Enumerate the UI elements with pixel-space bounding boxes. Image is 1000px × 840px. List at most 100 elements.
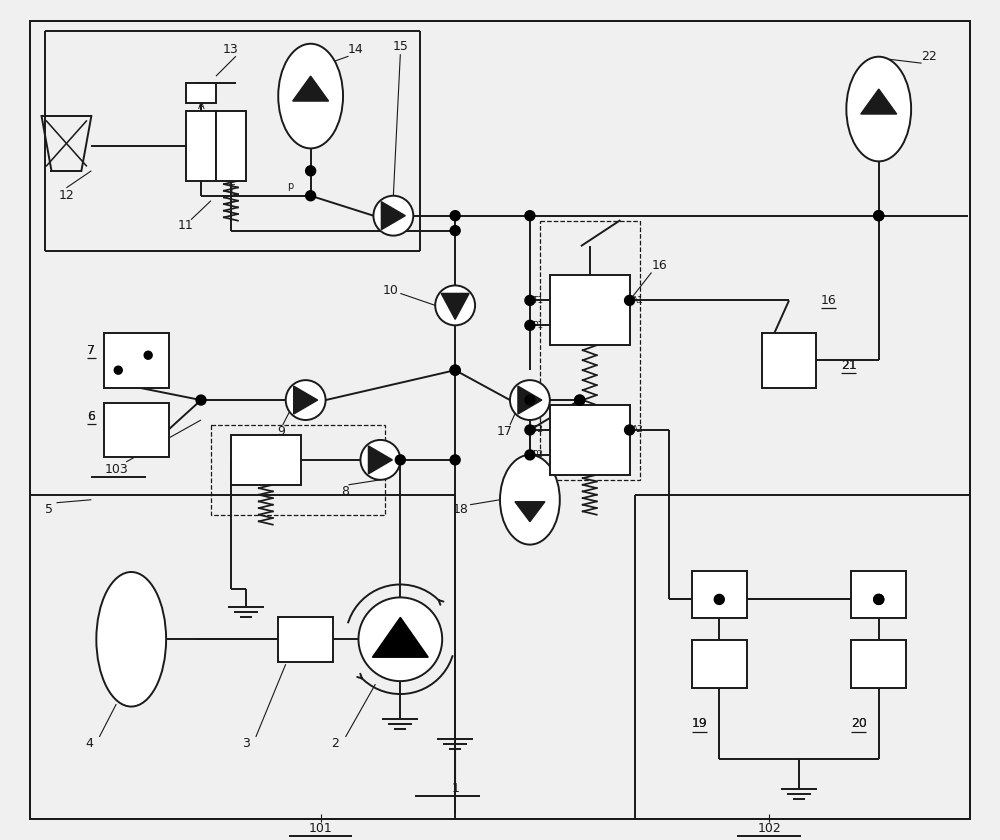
Circle shape: [196, 395, 206, 405]
Text: 2: 2: [332, 738, 339, 750]
Ellipse shape: [96, 572, 166, 706]
Bar: [851, 640, 906, 688]
Circle shape: [435, 286, 475, 325]
Circle shape: [575, 395, 585, 405]
Circle shape: [360, 440, 400, 480]
Polygon shape: [381, 202, 405, 229]
Text: 16: 16: [821, 294, 837, 307]
Bar: [851, 570, 906, 618]
Bar: [540, 221, 640, 480]
Bar: [231, 435, 301, 485]
Text: 22: 22: [921, 50, 936, 63]
Circle shape: [575, 395, 585, 405]
Text: 103: 103: [104, 464, 128, 476]
Bar: [278, 617, 333, 662]
Circle shape: [525, 296, 535, 306]
Ellipse shape: [278, 44, 343, 149]
Circle shape: [625, 425, 635, 435]
Text: 21: 21: [841, 359, 857, 371]
Text: 8: 8: [342, 486, 350, 498]
Text: P2: P2: [532, 450, 543, 459]
Circle shape: [525, 320, 535, 330]
Text: 18: 18: [452, 503, 468, 517]
Text: 6: 6: [87, 410, 95, 423]
Circle shape: [114, 366, 122, 374]
Text: 14: 14: [348, 43, 363, 55]
Text: 101: 101: [309, 822, 332, 835]
Text: 11: 11: [178, 219, 194, 232]
Bar: [692, 570, 747, 618]
Polygon shape: [861, 89, 897, 114]
Circle shape: [510, 381, 550, 420]
Polygon shape: [515, 501, 545, 522]
Text: 21: 21: [841, 359, 857, 371]
Circle shape: [525, 425, 535, 435]
Bar: [186, 111, 216, 181]
Text: P1: P1: [532, 321, 543, 330]
Circle shape: [714, 595, 724, 605]
Text: 20: 20: [851, 717, 867, 731]
Circle shape: [306, 191, 316, 201]
Circle shape: [874, 211, 884, 221]
Polygon shape: [294, 386, 318, 414]
Bar: [104, 402, 169, 457]
Text: T1: T1: [532, 296, 543, 305]
Text: p: p: [288, 181, 294, 191]
Bar: [104, 333, 169, 387]
Polygon shape: [372, 617, 428, 657]
Bar: [211, 425, 385, 515]
Circle shape: [874, 595, 884, 605]
Bar: [216, 111, 246, 181]
Circle shape: [373, 196, 413, 235]
Bar: [550, 276, 630, 345]
Text: 7: 7: [87, 344, 95, 357]
Text: 16: 16: [652, 259, 667, 272]
Circle shape: [450, 226, 460, 235]
Text: 19: 19: [691, 717, 707, 731]
Text: 13: 13: [223, 43, 239, 55]
Text: A: A: [198, 101, 204, 111]
Text: 4: 4: [85, 738, 93, 750]
Text: 9: 9: [277, 426, 285, 438]
Text: A1: A1: [632, 296, 643, 305]
Circle shape: [874, 595, 884, 605]
Circle shape: [625, 296, 635, 306]
Bar: [550, 405, 630, 475]
Circle shape: [395, 455, 405, 465]
Circle shape: [450, 365, 460, 375]
Bar: [692, 640, 747, 688]
Polygon shape: [441, 293, 469, 319]
Text: 12: 12: [59, 189, 74, 202]
Ellipse shape: [500, 455, 560, 544]
Text: 20: 20: [851, 717, 867, 731]
Circle shape: [450, 455, 460, 465]
Text: 102: 102: [757, 822, 781, 835]
Circle shape: [306, 165, 316, 176]
Bar: [762, 333, 816, 387]
Circle shape: [525, 211, 535, 221]
Text: 17: 17: [497, 426, 513, 438]
Polygon shape: [518, 386, 542, 414]
Text: T: T: [228, 184, 234, 194]
Text: 7: 7: [87, 344, 95, 357]
Circle shape: [450, 211, 460, 221]
Circle shape: [450, 365, 460, 375]
Text: 5: 5: [45, 503, 53, 517]
Circle shape: [525, 395, 535, 405]
Text: 19: 19: [691, 717, 707, 731]
Circle shape: [874, 211, 884, 221]
Circle shape: [144, 351, 152, 360]
Text: 6: 6: [87, 410, 95, 423]
Text: 3: 3: [242, 738, 250, 750]
Circle shape: [525, 450, 535, 459]
Bar: [186, 83, 216, 103]
Ellipse shape: [846, 57, 911, 161]
Text: T2: T2: [532, 426, 543, 434]
Text: A2: A2: [632, 426, 643, 434]
Polygon shape: [293, 76, 329, 101]
Text: 1: 1: [451, 782, 459, 795]
Polygon shape: [368, 446, 392, 474]
Circle shape: [358, 597, 442, 681]
Text: 15: 15: [392, 39, 408, 53]
Circle shape: [286, 381, 326, 420]
